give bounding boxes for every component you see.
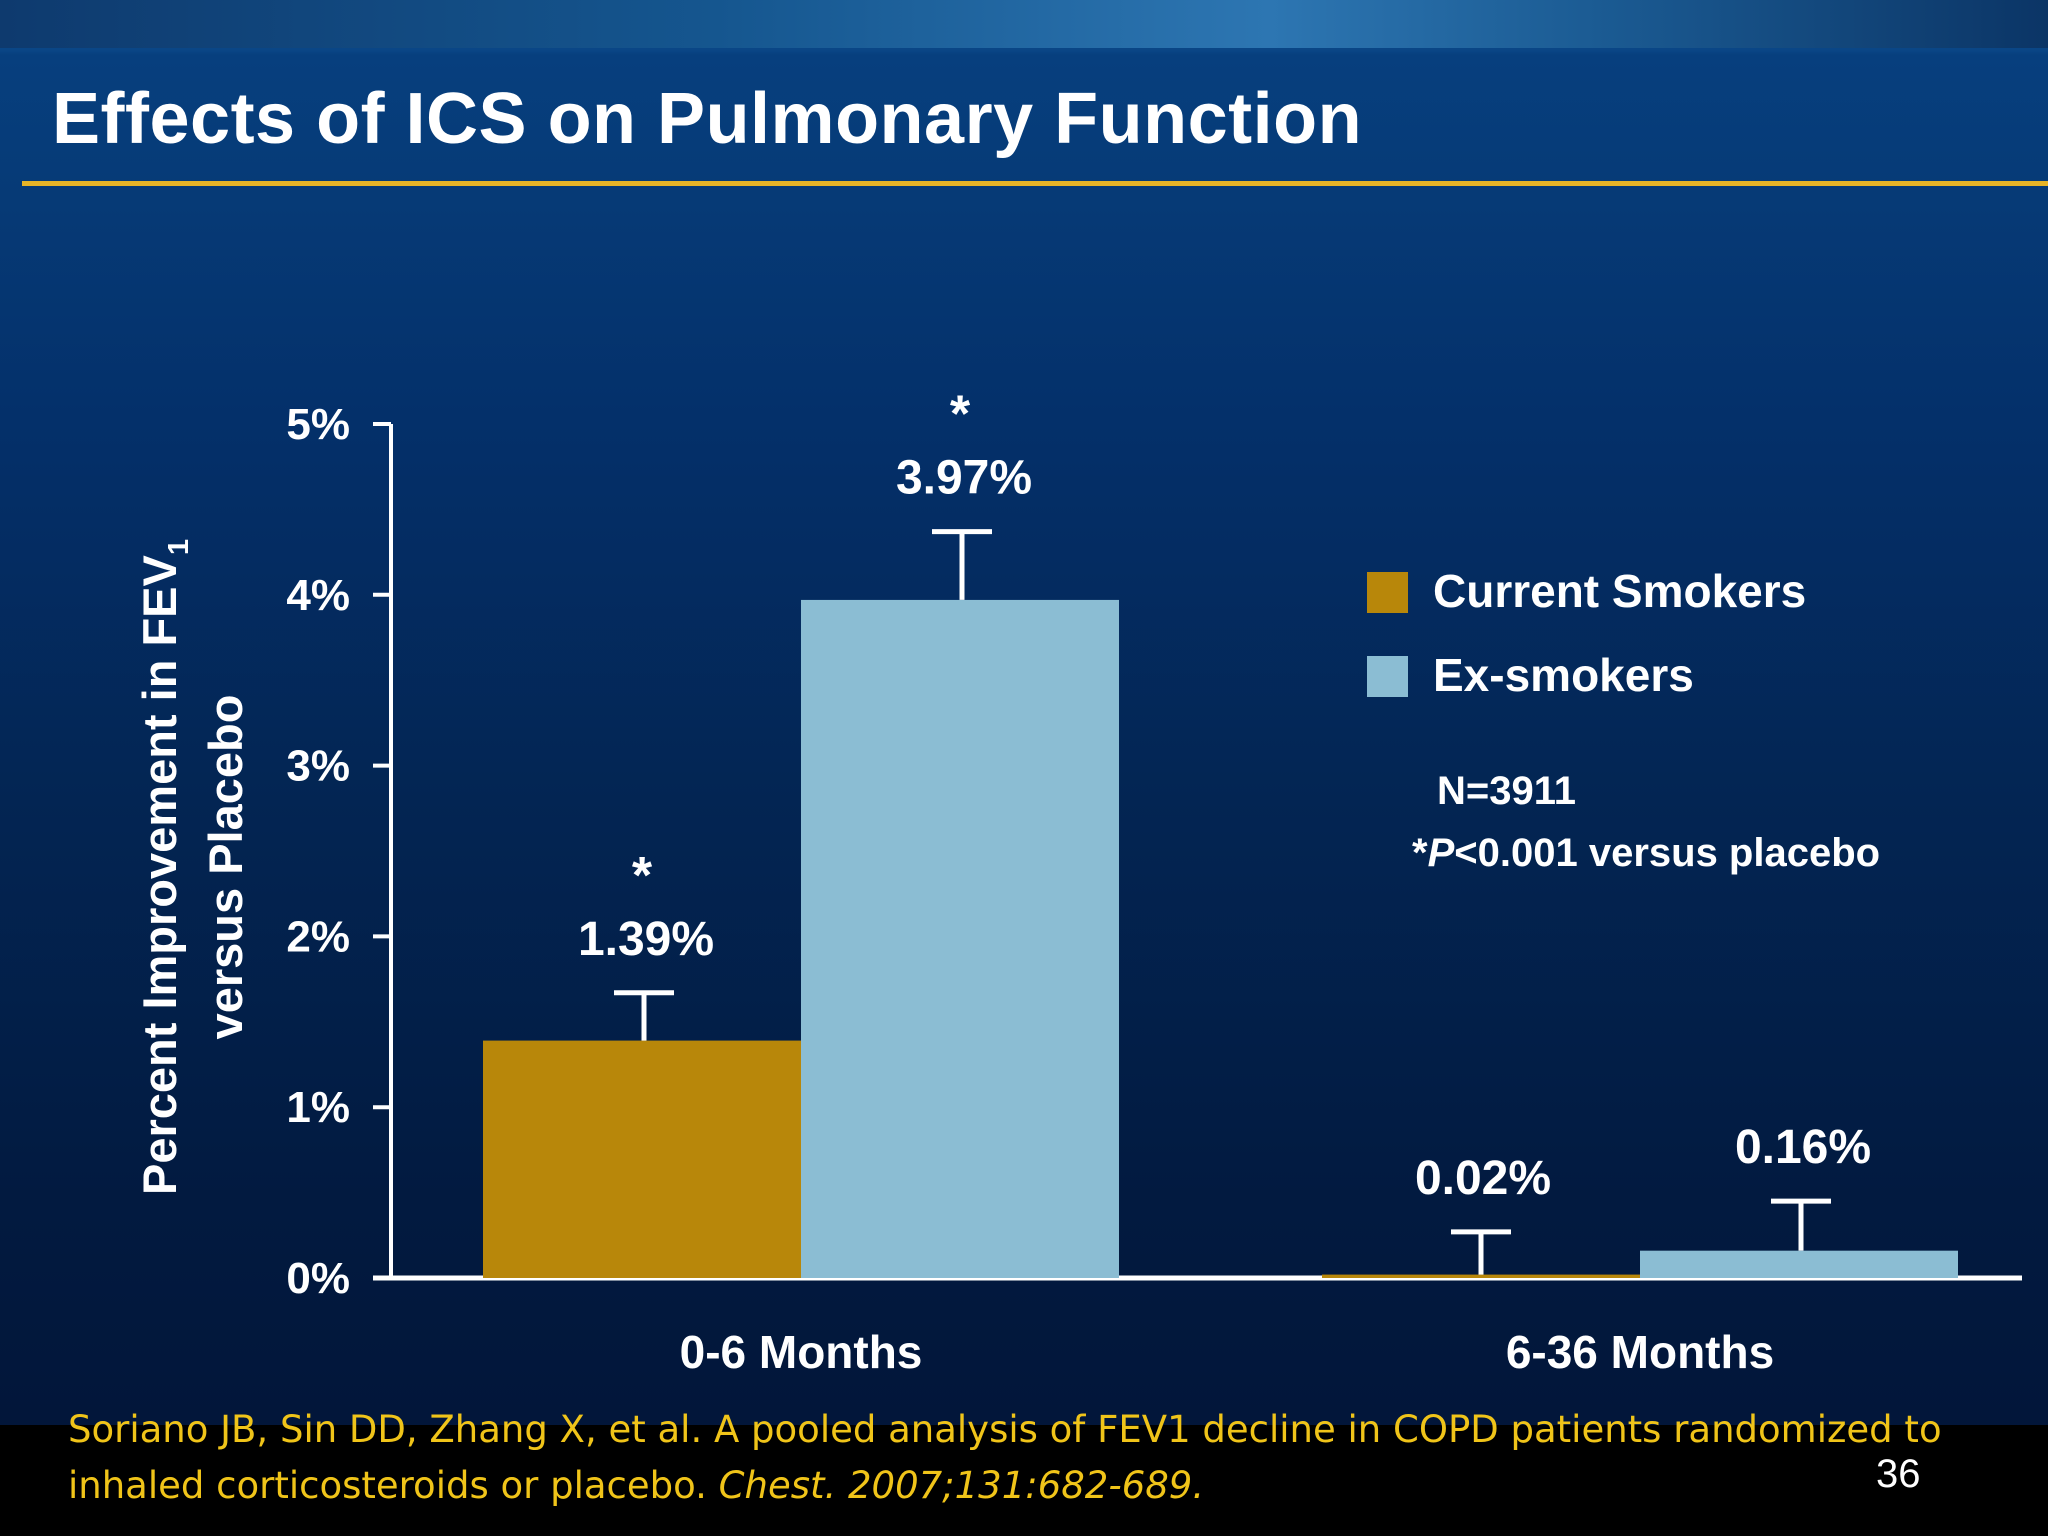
bar bbox=[1640, 1250, 1958, 1278]
y-axis-label-subscript: 1 bbox=[163, 539, 195, 555]
y-axis-label: Percent Improvement in FEV1 versus Place… bbox=[133, 539, 252, 1195]
bar bbox=[483, 1040, 801, 1278]
sample-size-note: N=3911 bbox=[1437, 769, 1576, 813]
data-label: 1.39% bbox=[578, 913, 714, 966]
data-labels: 1.39% * 0.02% 3.97% * 0.16% bbox=[578, 386, 1871, 1205]
legend-label: Ex-smokers bbox=[1433, 649, 1694, 701]
title-underline bbox=[22, 181, 2048, 186]
annotations: N=3911 *P<0.001 versus placebo bbox=[1412, 769, 1880, 875]
category-label: 6-36 Months bbox=[1506, 1326, 1774, 1378]
legend: Current Smokers Ex-smokers bbox=[1367, 565, 1806, 701]
slide-title: Effects of ICS on Pulmonary Function bbox=[52, 79, 1363, 159]
bar bbox=[1322, 1274, 1640, 1278]
y-tick-label: 2% bbox=[286, 912, 350, 961]
bar bbox=[801, 599, 1119, 1278]
p-value-note: *P<0.001 versus placebo bbox=[1412, 831, 1880, 875]
citation-authors: Soriano JB, Sin DD, Zhang X, et al. A po… bbox=[68, 1408, 1942, 1507]
y-axis-label-main: Percent Improvement in FEV bbox=[133, 554, 186, 1195]
top-band bbox=[0, 0, 2048, 48]
legend-swatch bbox=[1367, 572, 1408, 613]
y-tick-label: 1% bbox=[286, 1083, 350, 1132]
y-tick-label: 0% bbox=[286, 1254, 350, 1303]
bars bbox=[483, 599, 1958, 1278]
data-label: 0.16% bbox=[1735, 1121, 1871, 1174]
bar-chart: Percent Improvement in FEV1 versus Place… bbox=[133, 386, 2022, 1378]
significance-marker: * bbox=[632, 847, 653, 905]
p-value-italic-p: P bbox=[1428, 831, 1455, 875]
y-axis-label-line1: Percent Improvement in FEV1 bbox=[133, 539, 195, 1195]
category-label: 0-6 Months bbox=[680, 1326, 923, 1378]
error-bars bbox=[614, 529, 1831, 1275]
data-label: 0.02% bbox=[1415, 1152, 1551, 1205]
y-tick-label: 5% bbox=[286, 400, 350, 449]
citation-journal: Chest. 2007;131:682-689. bbox=[718, 1464, 1205, 1507]
footer-band bbox=[0, 1425, 2048, 1536]
significance-marker: * bbox=[950, 386, 971, 444]
citation: Soriano JB, Sin DD, Zhang X, et al. A po… bbox=[68, 1402, 1968, 1514]
y-tick-label: 4% bbox=[286, 571, 350, 620]
data-label: 3.97% bbox=[896, 452, 1032, 505]
p-value-rest: <0.001 versus placebo bbox=[1454, 831, 1880, 875]
p-value-asterisk: * bbox=[1412, 831, 1428, 875]
page-number: 36 bbox=[1876, 1452, 1921, 1496]
y-tick-label: 3% bbox=[286, 742, 350, 791]
legend-label: Current Smokers bbox=[1433, 565, 1806, 617]
legend-swatch bbox=[1367, 656, 1408, 697]
category-labels: 0-6 Months 6-36 Months bbox=[680, 1326, 1775, 1378]
y-axis-label-line2: versus Placebo bbox=[199, 695, 252, 1040]
